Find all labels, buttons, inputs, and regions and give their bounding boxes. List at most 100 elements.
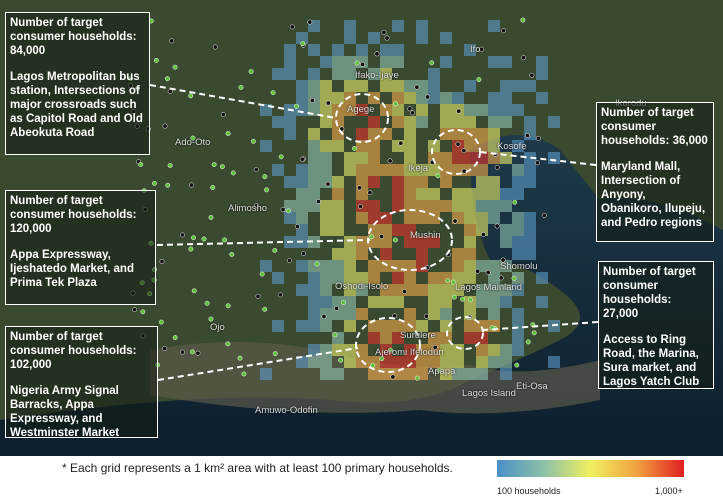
grid-cell [404,152,416,164]
grid-cell [428,140,440,152]
grid-cell [368,92,380,104]
callout: Number of target consumer households: 36… [596,102,714,242]
grid-cell [368,176,380,188]
grid-cell [524,152,536,164]
grid-cell [284,128,296,140]
point [360,61,366,67]
grid-cell [404,176,416,188]
grid-cell [416,32,428,44]
grid-cell [500,344,512,356]
grid-cell [320,152,332,164]
grid-cell [320,80,332,92]
grid-cell [404,80,416,92]
point [162,345,168,351]
grid-cell [500,368,512,380]
point [512,199,518,205]
grid-cell [476,128,488,140]
grid-cell [416,104,428,116]
point [195,350,201,356]
point [204,300,210,306]
point [299,156,305,162]
grid-cell [428,68,440,80]
grid-cell [392,44,404,56]
grid-cell [368,32,380,44]
point [132,307,137,313]
point [481,232,486,238]
grid-cell [464,116,476,128]
point [208,316,214,322]
point [475,268,481,274]
grid-cell [500,284,512,296]
grid-cell [308,176,320,188]
point [367,190,373,196]
grid-cell [428,308,440,320]
point [294,103,299,109]
grid-cell [440,32,452,44]
grid-cell [524,212,536,224]
point [189,182,195,188]
point [250,138,256,144]
grid-cell [416,92,428,104]
grid-cell [404,116,416,128]
grid-cell [284,212,296,224]
grid-cell [380,128,392,140]
grid-cell [260,140,272,152]
grid-cell [272,164,284,176]
point [351,145,357,151]
point [159,259,165,265]
point [514,362,520,368]
point [278,154,284,160]
grid-cell [332,44,344,56]
grid-cell [308,308,320,320]
callout-detail: Lagos Metropolitan bus station, Intersec… [10,71,143,139]
grid-cell [344,20,356,32]
grid-cell [344,248,356,260]
grid-cell [404,272,416,284]
grid-cell [296,176,308,188]
point [210,185,216,190]
grid-cell [476,296,488,308]
grid-cell [308,140,320,152]
callout-heading: Number of target consumer households: [10,195,137,221]
grid-cell [392,296,404,308]
point [452,218,458,224]
grid-cell [380,56,392,68]
grid-cell [464,320,476,332]
point [387,158,393,164]
grid-cell [308,356,320,368]
point [225,303,231,309]
grid-cell [500,116,512,128]
grid-cell [416,284,428,296]
grid-cell [284,68,296,80]
place-label: Surulere [400,330,436,341]
grid-cell [320,164,332,176]
point [445,278,451,284]
grid-cell [320,296,332,308]
grid-cell [428,272,440,284]
grid-cell [380,236,392,248]
point [414,84,420,90]
grid-cell [476,284,488,296]
point [272,248,278,253]
point [531,330,537,336]
grid-cell [404,128,416,140]
point [325,181,331,187]
point [321,314,327,319]
point [262,174,268,180]
grid-cell [284,44,296,56]
grid-cell [404,212,416,224]
grid-cell [476,356,488,368]
grid-cell [332,224,344,236]
grid-cell [392,332,404,344]
grid-cell [356,248,368,260]
grid-cell [488,260,500,272]
grid-cell [380,296,392,308]
grid-cell [464,140,476,152]
grid-cell [488,272,500,284]
place-label: Ado-Oto [175,137,211,148]
grid-cell [296,80,308,92]
grid-cell [440,296,452,308]
point [390,374,396,380]
grid-cell [356,284,368,296]
grid-cell [488,284,500,296]
